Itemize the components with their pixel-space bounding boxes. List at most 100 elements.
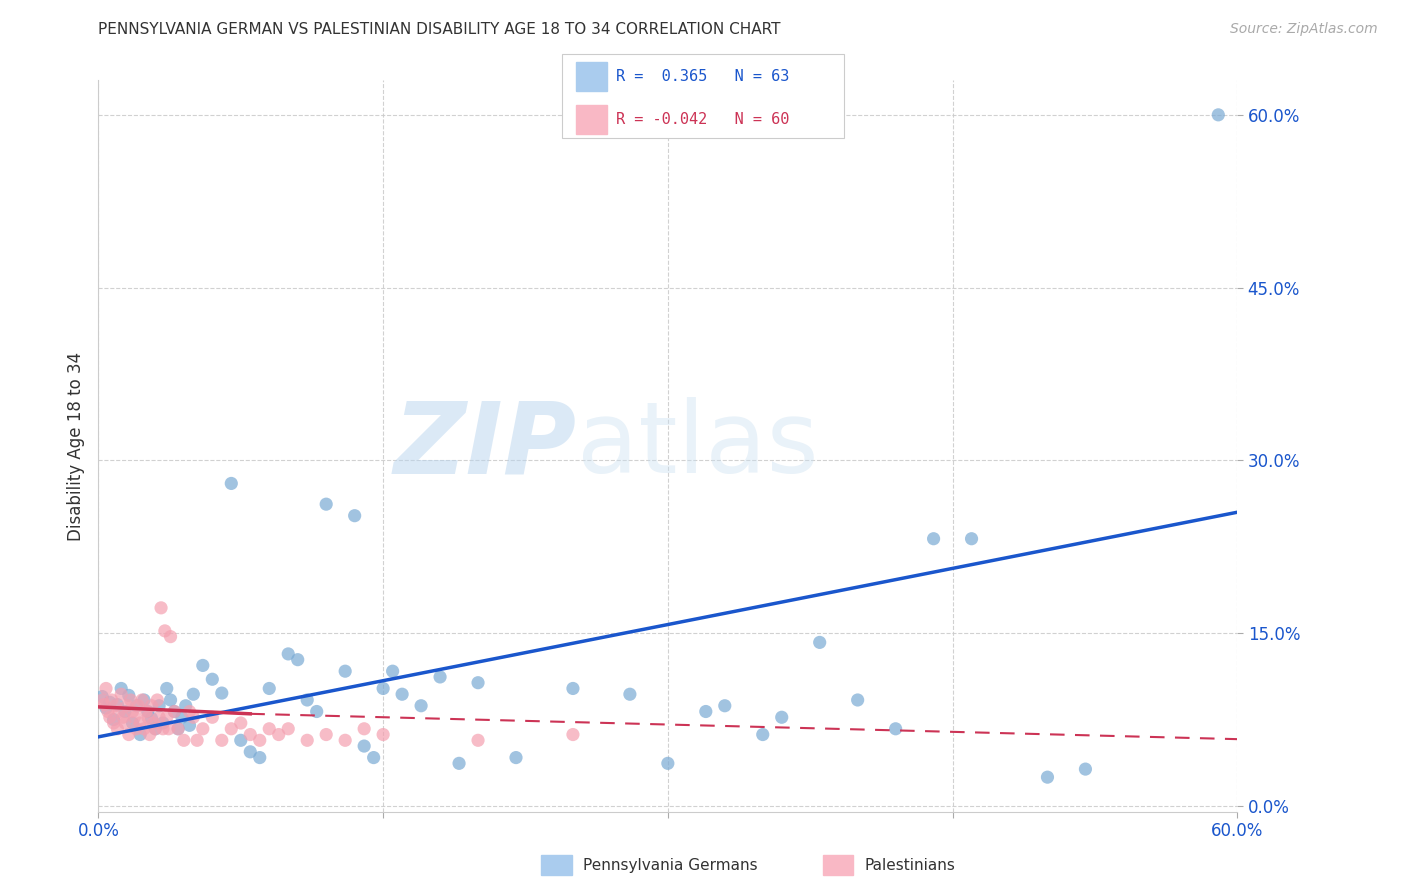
Point <box>429 670 451 684</box>
Point <box>121 705 143 719</box>
Point <box>146 693 169 707</box>
Point <box>98 695 121 709</box>
Point <box>167 722 190 736</box>
Point <box>179 705 201 719</box>
Point <box>157 722 180 736</box>
Text: Palestinians: Palestinians <box>865 858 956 872</box>
Point <box>103 713 125 727</box>
Point <box>156 710 179 724</box>
Point <box>110 681 132 696</box>
Point <box>449 756 471 771</box>
Point <box>110 687 132 701</box>
Point <box>173 733 195 747</box>
Point <box>145 722 167 736</box>
Text: atlas: atlas <box>576 398 818 494</box>
Point <box>371 727 394 741</box>
Point <box>562 727 585 741</box>
Point <box>229 716 252 731</box>
Point <box>884 722 907 736</box>
Point <box>153 624 176 638</box>
Text: ZIP: ZIP <box>394 398 576 494</box>
Point <box>335 733 357 747</box>
Point <box>297 693 319 707</box>
Point <box>127 698 149 713</box>
Point <box>315 497 337 511</box>
Point <box>467 733 489 747</box>
Point <box>167 722 190 736</box>
Point <box>118 727 141 741</box>
Point <box>305 705 328 719</box>
Point <box>287 653 309 667</box>
Point <box>152 722 174 736</box>
Point <box>315 727 337 741</box>
Point <box>142 716 165 731</box>
Point <box>201 710 224 724</box>
Point <box>141 698 163 713</box>
Point <box>103 716 125 731</box>
Point <box>159 693 181 707</box>
Point <box>170 710 193 724</box>
Point <box>141 711 163 725</box>
Point <box>114 716 136 731</box>
Point <box>249 750 271 764</box>
Point <box>277 647 299 661</box>
Point <box>695 705 717 719</box>
Point <box>104 698 127 713</box>
Point <box>353 739 375 753</box>
Point <box>467 675 489 690</box>
Point <box>343 508 366 523</box>
Point <box>136 705 159 719</box>
Point <box>229 733 252 747</box>
Point <box>259 722 281 736</box>
Point <box>115 698 138 713</box>
Text: R = -0.042   N = 60: R = -0.042 N = 60 <box>616 112 789 128</box>
Point <box>156 681 179 696</box>
Point <box>94 681 117 696</box>
Point <box>239 727 262 741</box>
Point <box>120 693 142 707</box>
Point <box>191 658 214 673</box>
Point <box>179 718 201 732</box>
Point <box>259 681 281 696</box>
Point <box>129 716 152 731</box>
Point <box>91 690 114 704</box>
Point <box>183 687 205 701</box>
Point <box>148 710 170 724</box>
Point <box>211 686 233 700</box>
Text: Pennsylvania Germans: Pennsylvania Germans <box>583 858 758 872</box>
Point <box>135 705 157 719</box>
Point <box>371 681 394 696</box>
Point <box>159 630 181 644</box>
Y-axis label: Disability Age 18 to 34: Disability Age 18 to 34 <box>66 351 84 541</box>
Point <box>100 693 122 707</box>
Point <box>201 672 224 686</box>
Point <box>239 745 262 759</box>
Point <box>163 705 186 719</box>
Point <box>118 689 141 703</box>
Point <box>657 756 679 771</box>
Point <box>770 710 793 724</box>
Point <box>381 664 404 678</box>
Point <box>163 705 186 719</box>
Point <box>183 710 205 724</box>
Point <box>335 664 357 678</box>
Point <box>91 693 114 707</box>
Point <box>108 705 131 719</box>
Point <box>562 681 585 696</box>
Point <box>1074 762 1097 776</box>
Point <box>186 733 208 747</box>
Point <box>97 705 120 719</box>
Point <box>353 722 375 736</box>
Point <box>267 727 290 741</box>
Point <box>1036 770 1059 784</box>
Point <box>121 716 143 731</box>
Point <box>174 698 197 713</box>
Point <box>960 532 983 546</box>
Point <box>138 727 160 741</box>
Point <box>363 750 385 764</box>
Point <box>124 710 146 724</box>
Point <box>94 701 117 715</box>
Point <box>411 698 433 713</box>
Point <box>846 693 869 707</box>
Point <box>107 722 129 736</box>
